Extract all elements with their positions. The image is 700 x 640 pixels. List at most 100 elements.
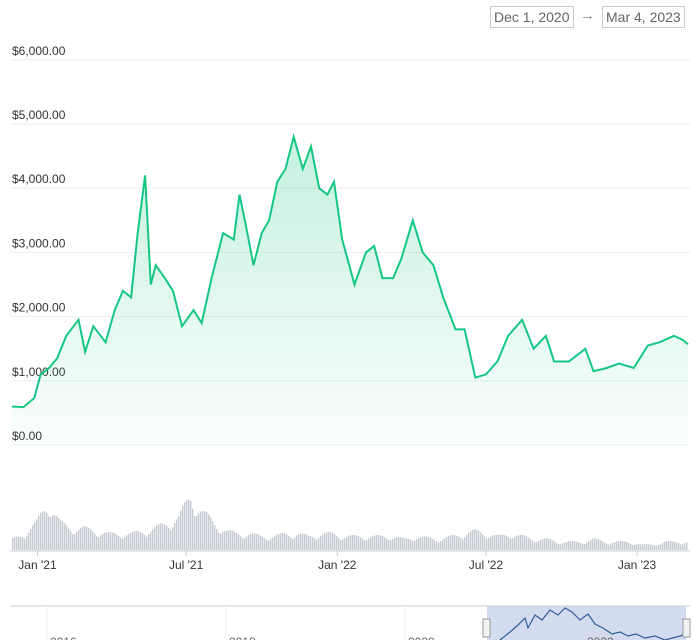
volume-bar bbox=[206, 512, 208, 550]
volume-bar bbox=[416, 539, 418, 550]
volume-bar bbox=[532, 540, 534, 550]
volume-bar bbox=[566, 541, 568, 550]
volume-bar bbox=[190, 500, 192, 550]
volume-bar bbox=[528, 537, 530, 550]
volume-bar bbox=[320, 535, 322, 550]
navigator-left-handle[interactable] bbox=[482, 618, 491, 638]
volume-bar bbox=[482, 534, 484, 550]
volume-bar bbox=[578, 542, 580, 550]
volume-bar bbox=[552, 540, 554, 550]
volume-bar bbox=[520, 534, 522, 550]
volume-bar bbox=[316, 539, 318, 550]
volume-bar bbox=[362, 538, 364, 550]
volume-bar bbox=[152, 529, 154, 550]
volume-bar bbox=[398, 537, 400, 550]
volume-bar bbox=[48, 516, 50, 550]
volume-bar bbox=[64, 523, 66, 550]
navigator-label: 2018 bbox=[229, 635, 256, 640]
volume-bar bbox=[368, 538, 370, 550]
volume-bar bbox=[60, 520, 62, 550]
volume-bar bbox=[444, 538, 446, 550]
volume-bar bbox=[640, 544, 642, 550]
volume-bar bbox=[434, 540, 436, 550]
volume-bar bbox=[518, 535, 520, 550]
volume-bar bbox=[512, 538, 514, 550]
volume-bar bbox=[288, 535, 290, 550]
volume-bar bbox=[350, 535, 352, 550]
volume-bar bbox=[212, 521, 214, 550]
volume-bar bbox=[272, 537, 274, 550]
date-from-input[interactable]: Dec 1, 2020 bbox=[490, 6, 574, 28]
volume-bar bbox=[340, 540, 342, 550]
volume-bar bbox=[102, 534, 104, 550]
volume-bar bbox=[600, 540, 602, 550]
volume-bar bbox=[522, 535, 524, 550]
navigator-right-handle[interactable] bbox=[682, 618, 691, 638]
volume-bar bbox=[172, 527, 174, 550]
volume-bar bbox=[234, 531, 236, 550]
volume-bar bbox=[624, 541, 626, 550]
volume-bar bbox=[174, 523, 176, 550]
x-tick-label: Jan '23 bbox=[618, 558, 657, 572]
volume-bar bbox=[682, 544, 684, 550]
volume-bar bbox=[146, 536, 148, 550]
volume-bar bbox=[648, 544, 650, 550]
volume-bar bbox=[620, 541, 622, 550]
volume-bar bbox=[454, 535, 456, 550]
volume-bar bbox=[34, 522, 36, 550]
volume-bar bbox=[572, 541, 574, 550]
volume-bar bbox=[330, 532, 332, 550]
volume-bar bbox=[496, 534, 498, 550]
volume-bar bbox=[114, 533, 116, 550]
volume-bar bbox=[490, 536, 492, 550]
volume-bar bbox=[634, 544, 636, 550]
volume-bar bbox=[678, 543, 680, 550]
volume-bar bbox=[418, 537, 420, 550]
volume-bar bbox=[658, 544, 660, 550]
volume-bar bbox=[562, 543, 564, 550]
volume-bar bbox=[564, 542, 566, 550]
volume-bar bbox=[576, 541, 578, 550]
volume-bar bbox=[438, 542, 440, 550]
volume-bar bbox=[278, 533, 280, 550]
volume-bar bbox=[144, 535, 146, 550]
date-to-input[interactable]: Mar 4, 2023 bbox=[602, 6, 685, 28]
volume-bar bbox=[394, 537, 396, 550]
navigator[interactable]: 2016 2018 2020 2022 bbox=[10, 605, 691, 640]
volume-bar bbox=[230, 530, 232, 550]
volume-bar bbox=[432, 538, 434, 550]
volume-bar bbox=[96, 536, 98, 550]
volume-bar bbox=[514, 536, 516, 550]
volume-bar bbox=[504, 535, 506, 550]
volume-bar bbox=[558, 544, 560, 550]
volume-bar bbox=[630, 543, 632, 550]
volume-bar bbox=[86, 526, 88, 550]
x-tick-label: Jul '21 bbox=[169, 558, 204, 572]
volume-bar bbox=[140, 532, 142, 550]
volume-bar bbox=[596, 538, 598, 550]
volume-bar bbox=[336, 536, 338, 550]
volume-bar bbox=[474, 529, 476, 550]
volume-bar bbox=[306, 534, 308, 550]
y-tick-label: $2,000.00 bbox=[12, 301, 66, 315]
volume-bar bbox=[680, 544, 682, 550]
volume-bar bbox=[660, 543, 662, 550]
volume-bar bbox=[484, 536, 486, 550]
volume-bar bbox=[440, 541, 442, 550]
volume-bar bbox=[136, 530, 138, 550]
volume-bar bbox=[32, 525, 34, 550]
volume-bar bbox=[560, 544, 562, 550]
volume-bar bbox=[606, 543, 608, 550]
volume-bar bbox=[292, 538, 294, 550]
volume-bar bbox=[80, 528, 82, 550]
volume-bar bbox=[430, 537, 432, 550]
volume-bar bbox=[324, 533, 326, 550]
volume-bar bbox=[62, 521, 64, 550]
volume-bar bbox=[346, 537, 348, 550]
volume-bar bbox=[94, 533, 96, 550]
volume-bar bbox=[246, 536, 248, 550]
volume-bar bbox=[686, 542, 688, 550]
volume-bar bbox=[24, 538, 26, 550]
volume-bar bbox=[530, 539, 532, 550]
volume-bar bbox=[46, 512, 48, 550]
